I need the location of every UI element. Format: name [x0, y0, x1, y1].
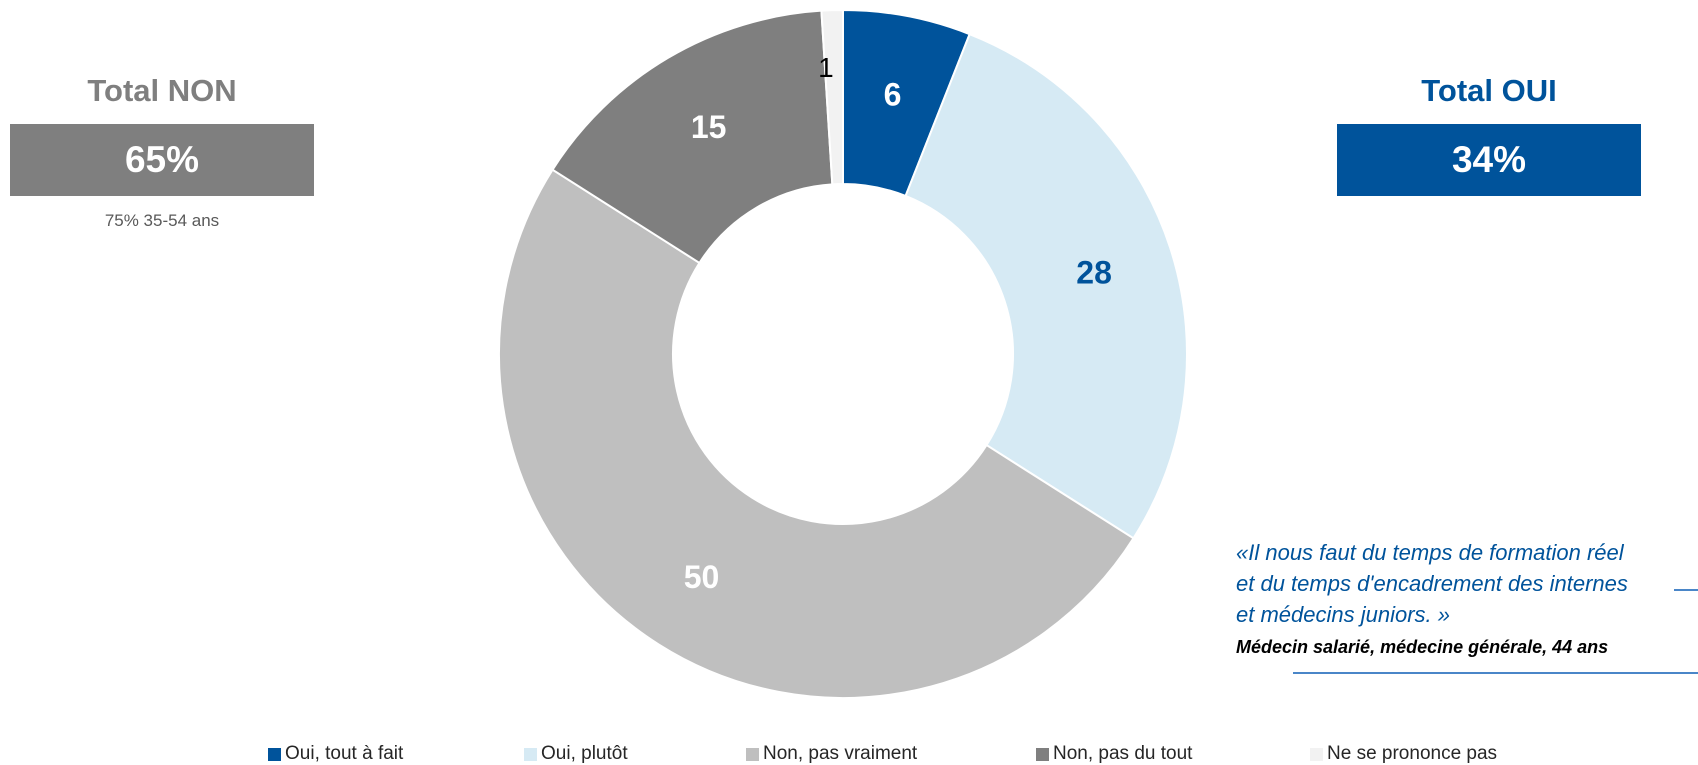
legend-swatch: [524, 747, 537, 761]
total-non-title: Total NON: [87, 73, 237, 108]
legend-label: Oui, plutôt: [541, 743, 628, 764]
legend-label: Non, pas du tout: [1053, 743, 1193, 764]
legend-swatch: [746, 747, 759, 761]
slice-non-pas-vraiment: [498, 168, 1135, 699]
total-non-note: 75% 35-54 ans: [104, 211, 220, 230]
quote-author: Médecin salarié, médecine générale, 44 a…: [1236, 637, 1609, 657]
total-oui-value: 34%: [1451, 139, 1527, 180]
slice-oui-plutot: [904, 32, 1188, 540]
legend-item-oui-tout-a-fait: Oui, tout à fait: [268, 743, 403, 765]
quote-line: «Il nous faut du temps de formation réel: [1236, 540, 1624, 565]
data-label-ne-se-prononce-pas: 1: [818, 52, 834, 83]
total-oui-box: 34%: [1337, 124, 1641, 196]
total-oui-title: Total OUI: [1421, 73, 1557, 108]
data-label-non-pas-vraiment: 50: [684, 559, 720, 595]
quote-divider: [1293, 672, 1698, 674]
legend-swatch: [1036, 747, 1049, 761]
data-label-oui-tout-a-fait: 6: [884, 77, 902, 113]
quote-line: et médecins juniors. »: [1236, 602, 1450, 627]
legend-item-ne-se-prononce-pas: Ne se prononce pas: [1310, 743, 1497, 765]
data-label-non-pas-du-tout: 15: [691, 109, 727, 145]
quote-line: et du temps d'encadrement des internes: [1236, 571, 1628, 596]
slice-ne-se-prononce-pas: [820, 8, 844, 186]
quote: «Il nous faut du temps de formation réel…: [1236, 537, 1698, 630]
legend-item-oui-plutot: Oui, plutôt: [524, 743, 628, 765]
legend-label: Non, pas vraiment: [763, 743, 918, 764]
quote-dash: [1674, 589, 1698, 591]
legend-label: Oui, tout à fait: [285, 743, 404, 764]
data-label-oui-plutot: 28: [1076, 254, 1112, 290]
legend-item-non-pas-du-tout: Non, pas du tout: [1036, 743, 1192, 765]
slice-non-pas-du-tout: [551, 9, 834, 265]
legend-swatch: [268, 747, 281, 761]
legend-swatch: [1310, 747, 1323, 761]
legend-item-non-pas-vraiment: Non, pas vraiment: [746, 743, 917, 765]
legend-label: Ne se prononce pas: [1327, 743, 1498, 764]
total-non-value: 65%: [124, 139, 200, 180]
total-non-box: 65%: [10, 124, 314, 196]
chart-legend: Oui, tout à fait Oui, plutôt Non, pas vrai…: [0, 743, 1698, 765]
